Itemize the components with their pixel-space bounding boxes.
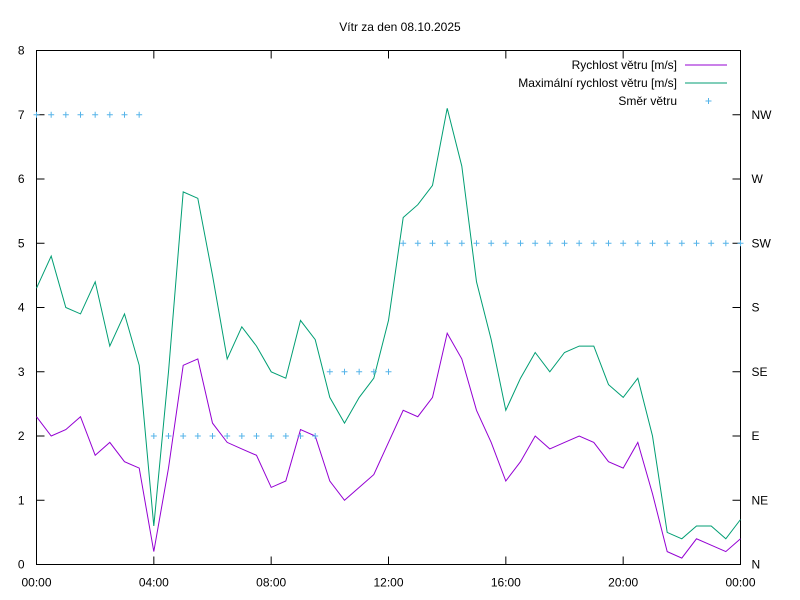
direction-point [297,433,304,439]
y2-tick-label: SW [752,236,772,250]
direction-point [238,433,245,439]
series-3 [33,111,744,439]
direction-point [458,240,465,247]
y-tick-label: 6 [18,172,25,186]
direction-point [165,433,172,439]
direction-point [385,368,392,375]
direction-point [708,240,715,247]
direction-point [106,111,113,118]
direction-point [693,240,700,247]
series-1 [36,331,741,559]
direction-point [737,240,744,247]
direction-point [473,240,480,247]
y2-tick-label: S [752,301,760,315]
legend-label: Rychlost větru [m/s] [572,58,677,72]
direction-point [546,240,553,247]
direction-point [268,433,275,439]
direction-point [224,433,231,439]
y2-tick-label: SE [752,365,768,379]
y-tick-label: 3 [18,365,25,379]
series-line [36,331,741,559]
chart-title: Vítr za den 08.10.2025 [339,20,461,34]
x-tick-label: 00:00 [21,576,51,590]
legend: Rychlost větru [m/s] Maximální rychlost v… [518,58,727,108]
y2-tick-label: W [752,172,764,186]
y-tick-label: 1 [18,493,25,507]
direction-point [400,240,407,247]
x-tick-label: 16:00 [491,576,521,590]
direction-point [576,240,583,247]
y-tick-label: 4 [18,301,25,315]
x-tick-label: 04:00 [139,576,169,590]
legend-marker [705,98,712,104]
direction-point [341,368,348,375]
direction-point [414,240,421,247]
y-tick-label: 2 [18,429,25,443]
direction-point [62,111,69,118]
direction-point [356,368,363,375]
x-tick-label: 12:00 [373,576,403,590]
direction-point [48,111,55,118]
direction-point [33,111,40,118]
x-tick-label: 08:00 [256,576,286,590]
direction-point [194,433,201,439]
y2-tick-label: E [752,429,760,443]
direction-point [722,240,729,247]
direction-point [590,240,597,247]
direction-point [488,240,495,247]
y2-tick-label: NE [752,493,769,507]
direction-point [561,240,568,247]
series-line [36,108,741,540]
series-layer [33,108,744,559]
direction-point [370,368,377,375]
direction-point [664,240,671,247]
legend-label: Maximální rychlost větru [m/s] [518,76,677,90]
direction-point [620,240,627,247]
direction-point [502,240,509,247]
direction-point [253,433,260,439]
direction-point [678,240,685,247]
direction-point [634,240,641,247]
y2-tick-label: NW [752,108,773,122]
y2-tick-label: N [752,558,761,572]
axis-ticks: 0 1 2 3 4 5 6 7 8 N NE E SE S SW W NW 00:00 04:00 08:00 12:0… [18,44,772,590]
direction-point [605,240,612,247]
y-tick-label: 0 [18,558,25,572]
series-2 [36,108,741,540]
direction-point [444,240,451,247]
direction-point [326,368,333,375]
y-tick-label: 8 [18,44,25,58]
x-tick-label: 00:00 [725,576,755,590]
direction-point [312,433,319,439]
direction-point [209,433,216,439]
direction-point [121,111,128,118]
direction-point [282,433,289,439]
direction-point [77,111,84,118]
direction-point [92,111,99,118]
y-tick-label: 5 [18,236,25,250]
direction-point [180,433,187,439]
direction-point [517,240,524,247]
direction-point [649,240,656,247]
direction-point [150,433,157,439]
x-tick-label: 20:00 [608,576,638,590]
legend-label: Směr větru [618,94,677,108]
direction-point [532,240,539,247]
direction-point [429,240,436,247]
direction-point [136,111,143,118]
y-tick-label: 7 [18,108,25,122]
